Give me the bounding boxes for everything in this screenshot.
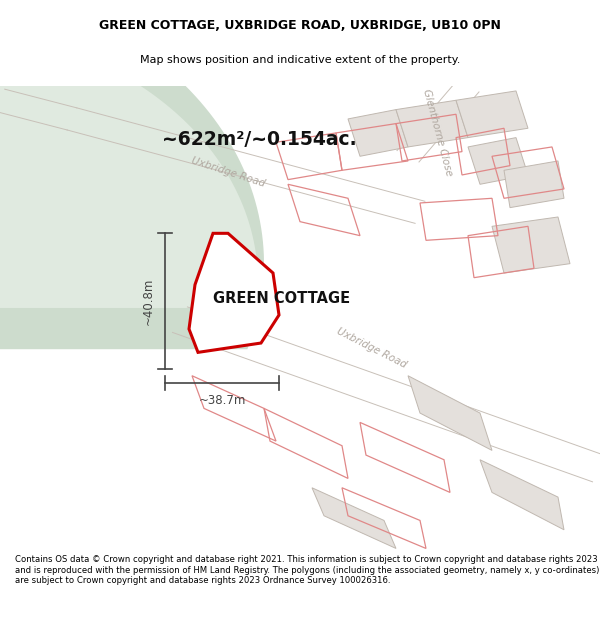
Polygon shape (312, 488, 396, 549)
Polygon shape (348, 109, 408, 156)
Text: GREEN COTTAGE, UXBRIDGE ROAD, UXBRIDGE, UB10 0PN: GREEN COTTAGE, UXBRIDGE ROAD, UXBRIDGE, … (99, 19, 501, 32)
Polygon shape (492, 217, 570, 273)
Polygon shape (456, 91, 528, 138)
Text: ~40.8m: ~40.8m (142, 278, 155, 325)
Polygon shape (0, 0, 264, 349)
Text: ~622m²/~0.154ac.: ~622m²/~0.154ac. (162, 131, 356, 149)
Polygon shape (408, 376, 492, 451)
Text: Uxbridge Road: Uxbridge Road (335, 326, 409, 369)
Text: Contains OS data © Crown copyright and database right 2021. This information is : Contains OS data © Crown copyright and d… (15, 555, 599, 585)
Polygon shape (504, 161, 564, 208)
Polygon shape (480, 460, 564, 530)
Text: Map shows position and indicative extent of the property.: Map shows position and indicative extent… (140, 55, 460, 65)
Polygon shape (468, 138, 528, 184)
Text: Uxbridge Road: Uxbridge Road (190, 156, 266, 189)
Text: ~38.7m: ~38.7m (199, 394, 245, 407)
Polygon shape (396, 100, 468, 147)
Polygon shape (189, 233, 279, 352)
Text: Glenthorne Close: Glenthorne Close (422, 88, 454, 177)
Text: GREEN COTTAGE: GREEN COTTAGE (214, 291, 350, 306)
Polygon shape (0, 26, 258, 308)
